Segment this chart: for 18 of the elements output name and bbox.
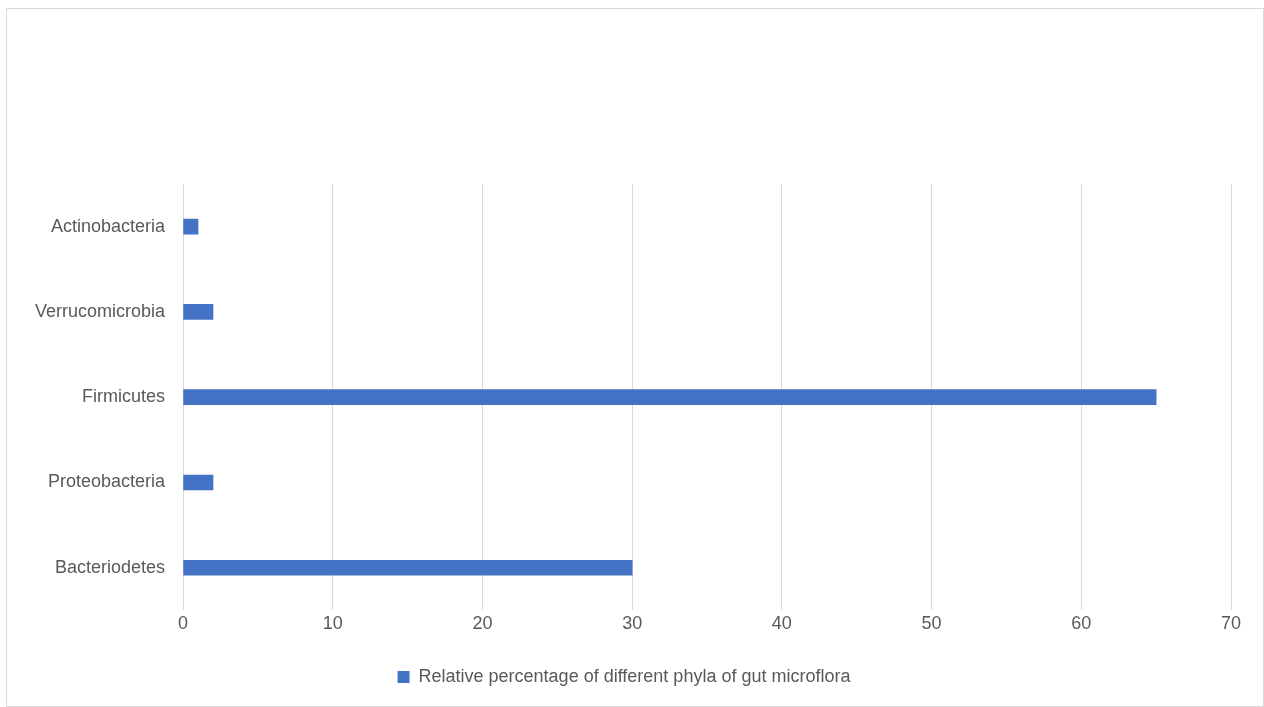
x-tick-label: 70 (1220, 613, 1242, 634)
y-tick-label: Actinobacteria (50, 215, 167, 236)
x-tick-label: 50 (921, 613, 942, 634)
x-tick-label: 0 (178, 613, 189, 634)
x-tick-label: 10 (322, 613, 343, 634)
x-tick-label: 30 (622, 613, 643, 634)
legend-label: Relative percentage of different phyla of gut microflora (418, 665, 852, 686)
x-tick-label: 40 (771, 613, 792, 634)
bar (183, 304, 214, 320)
y-tick-label: Proteobacteria (47, 471, 167, 492)
y-tick-label: Bacteriodetes (54, 556, 166, 577)
y-tick-label: Firmicutes (82, 386, 166, 407)
bar (183, 559, 633, 576)
bar (183, 389, 1157, 406)
x-tick-label: 60 (1071, 613, 1092, 634)
x-tick-label: 20 (472, 613, 493, 634)
bar (183, 474, 214, 491)
y-tick-label: Verrucomicrobia (34, 300, 167, 321)
